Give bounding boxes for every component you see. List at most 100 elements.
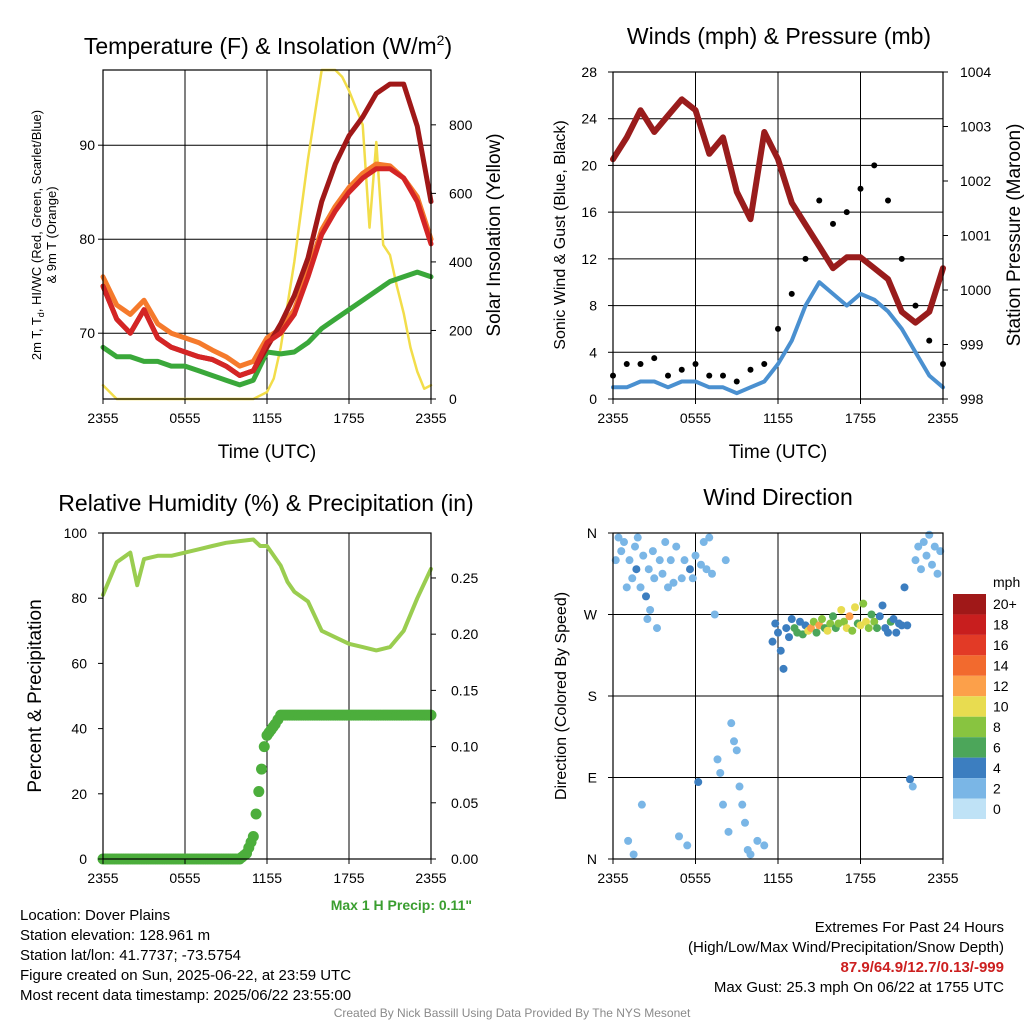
- precip-point: [247, 831, 259, 843]
- direction-point: [629, 850, 638, 859]
- direction-point: [644, 565, 653, 574]
- x-tick-label: 2355: [597, 870, 628, 886]
- insolation-y-tick-label: 400: [449, 254, 473, 270]
- direction-point: [864, 624, 873, 633]
- direction-point: [928, 560, 936, 569]
- humidity-y-tick-label: 80: [71, 590, 87, 606]
- gust-point: [885, 197, 891, 204]
- x-tick-label: 0555: [169, 410, 200, 426]
- gust-point: [775, 325, 781, 332]
- direction-point: [741, 818, 749, 827]
- colorbar-swatch: [953, 737, 986, 758]
- temp-2m-series: [100, 166, 434, 378]
- colorbar-label: 20+: [993, 596, 1017, 612]
- direction-point: [884, 628, 892, 637]
- direction-point: [636, 583, 645, 592]
- winds-x-axis-label: Time (UTC): [729, 442, 828, 463]
- max-precip-annotation: Max 1 H Precip: 0.11": [331, 897, 472, 913]
- direction-point: [727, 719, 736, 728]
- direction-point: [624, 836, 633, 845]
- direction-point: [760, 841, 769, 850]
- humidity-series: [101, 537, 433, 653]
- max-gust: Max Gust: 25.3 mph On 06/22 at 1755 UTC: [713, 979, 1004, 996]
- gust-point: [706, 372, 713, 379]
- temperature-y-axis-label: 2m T, Td, HI/WC (Red, Green, Scarlet/Blu…: [29, 110, 46, 360]
- direction-point: [776, 646, 785, 655]
- direction-point: [661, 538, 670, 547]
- direction-point: [672, 542, 681, 551]
- insolation-y-tick-label: 800: [449, 117, 473, 133]
- insolation-axis-label: Solar Insolation (Yellow): [484, 133, 505, 336]
- direction-point: [637, 800, 646, 809]
- extremes-heading: Extremes For Past 24 Hours: [814, 919, 1004, 936]
- pressure-y-tick-label: 1002: [960, 173, 991, 189]
- x-tick-label: 2355: [87, 870, 118, 886]
- x-tick-label: 0555: [680, 410, 711, 426]
- direction-point: [631, 542, 639, 551]
- direction-y-tick-label: W: [584, 607, 598, 623]
- direction-point: [628, 574, 637, 583]
- colorbar-label: 6: [993, 739, 1001, 755]
- direction-point: [807, 624, 815, 633]
- wind-direction-panel-title: Wind Direction: [703, 484, 853, 510]
- colorbar-label: 4: [993, 760, 1001, 776]
- colorbar-label: 0: [993, 801, 1001, 817]
- precip-y-tick-label: 0.25: [451, 570, 478, 586]
- recent-data-timestamp: Most recent data timestamp: 2025/06/22 2…: [20, 987, 352, 1004]
- direction-point: [691, 551, 700, 560]
- station-elevation: Station elevation: 128.961 m: [20, 927, 211, 944]
- direction-point: [611, 556, 620, 565]
- direction-point: [768, 637, 777, 646]
- direction-point: [779, 664, 788, 673]
- direction-point: [878, 601, 887, 610]
- direction-point: [666, 556, 675, 565]
- gust-point: [637, 360, 644, 367]
- gust-point: [816, 197, 823, 204]
- colorbar-swatch: [953, 778, 986, 799]
- colorbar-label: 18: [993, 617, 1009, 633]
- extremes-values: 87.9/64.9/12.7/0.13/-999: [840, 959, 1004, 976]
- pressure-y-tick-label: 1001: [960, 228, 991, 244]
- direction-point: [702, 565, 711, 574]
- direction-point: [642, 592, 650, 601]
- gust-point: [788, 290, 795, 297]
- direction-point: [848, 626, 857, 635]
- temp-9m-series: [100, 161, 434, 369]
- wind-speed-series: [611, 280, 945, 396]
- wind-y-tick-label: 4: [589, 344, 597, 360]
- direction-y-tick-label: E: [588, 770, 597, 786]
- colorbar-swatch: [953, 655, 986, 676]
- gust-point: [802, 255, 809, 262]
- gust-point: [761, 360, 768, 367]
- extremes-subheading: (High/Low/Max Wind/Precipitation/Snow De…: [688, 939, 1004, 956]
- pressure-y-tick-label: 1004: [960, 64, 991, 80]
- direction-point: [648, 547, 657, 556]
- colorbar-label: 12: [993, 678, 1009, 694]
- direction-point: [669, 578, 678, 587]
- colorbar-swatch: [953, 675, 986, 697]
- direction-point: [697, 560, 705, 569]
- direction-point: [639, 551, 648, 560]
- precip-point: [258, 741, 270, 753]
- direction-point: [724, 827, 733, 836]
- direction-point: [812, 628, 821, 637]
- humidity-y-axis-label: Percent & Precipitation: [25, 599, 46, 792]
- direction-point: [721, 556, 730, 565]
- direction-point: [900, 583, 909, 592]
- gust-point: [912, 302, 919, 309]
- x-tick-label: 1155: [763, 410, 793, 426]
- x-tick-label: 1755: [845, 410, 876, 426]
- pressure-series: [610, 96, 946, 326]
- pressure-y-tick-label: 998: [960, 391, 984, 407]
- winds-y-axis-label: Sonic Wind & Gust (Blue, Black): [552, 120, 569, 349]
- direction-point: [710, 610, 719, 619]
- direction-point: [653, 624, 661, 633]
- direction-point: [922, 551, 931, 560]
- direction-point: [650, 574, 659, 583]
- wind-direction-panel: Wind Direction 2355 0555 1155 1755 2355NESWN…: [553, 484, 1020, 886]
- x-tick-label: 0555: [680, 870, 711, 886]
- x-tick-label: 0555: [169, 870, 200, 886]
- x-tick-label: 2355: [927, 410, 958, 426]
- direction-point: [622, 583, 631, 592]
